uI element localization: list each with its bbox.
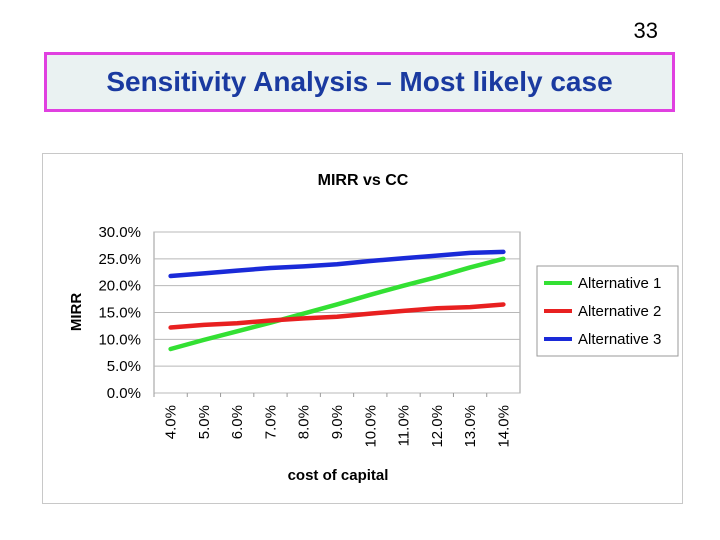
mirr-chart: MIRR vs CC MIRR cost of capital 0.0% 5.0%… <box>68 172 679 484</box>
slide-number: 33 <box>633 18 658 43</box>
x-tick-label: 9.0% <box>329 405 346 439</box>
y-axis-label: MIRR <box>68 293 85 331</box>
series <box>168 249 506 352</box>
y-tick-label: 5.0% <box>107 358 141 375</box>
legend: Alternative 1 Alternative 2 Alternative 3 <box>536 265 679 357</box>
x-tick-label: 6.0% <box>229 405 246 439</box>
x-tick-label: 7.0% <box>262 405 279 439</box>
x-tick-label: 14.0% <box>495 405 512 448</box>
x-axis-label: cost of capital <box>288 467 389 484</box>
x-ticks: 4.0% 5.0% 6.0% 7.0% 8.0% 9.0% 10.0% 11.0% 12.0% 1… <box>153 393 512 448</box>
x-tick-label: 4.0% <box>163 405 180 439</box>
chart-frame: MIRR vs CC MIRR cost of capital 0.0% 5.0%… <box>42 153 683 504</box>
y-tick-label: 25.0% <box>98 251 141 268</box>
chart-title: MIRR vs CC <box>318 172 409 189</box>
x-tick-label: 5.0% <box>196 405 213 439</box>
series-line-alternative-1 <box>168 256 506 352</box>
y-tick-label: 20.0% <box>98 278 141 295</box>
x-tick-label: 10.0% <box>362 405 379 448</box>
legend-label: Alternative 2 <box>578 303 661 320</box>
x-tick-label: 11.0% <box>396 405 413 446</box>
y-tick-label: 30.0% <box>98 224 141 241</box>
y-tick-label: 0.0% <box>107 385 141 402</box>
slide-title: Sensitivity Analysis – Most likely case <box>106 66 613 97</box>
x-tick-label: 8.0% <box>296 405 313 439</box>
series-line-alternative-3 <box>168 249 506 279</box>
grid <box>153 231 521 394</box>
x-tick-label: 12.0% <box>429 405 446 448</box>
slide-title-box: Sensitivity Analysis – Most likely case <box>44 52 675 112</box>
legend-label: Alternative 1 <box>578 275 661 292</box>
series-line-alternative-2 <box>168 302 506 330</box>
x-tick-label: 13.0% <box>462 405 479 448</box>
y-tick-label: 15.0% <box>98 305 141 322</box>
y-tick-label: 10.0% <box>98 331 141 348</box>
y-ticks: 0.0% 5.0% 10.0% 15.0% 20.0% 25.0% 30.0% <box>98 224 141 402</box>
legend-label: Alternative 3 <box>578 331 661 348</box>
